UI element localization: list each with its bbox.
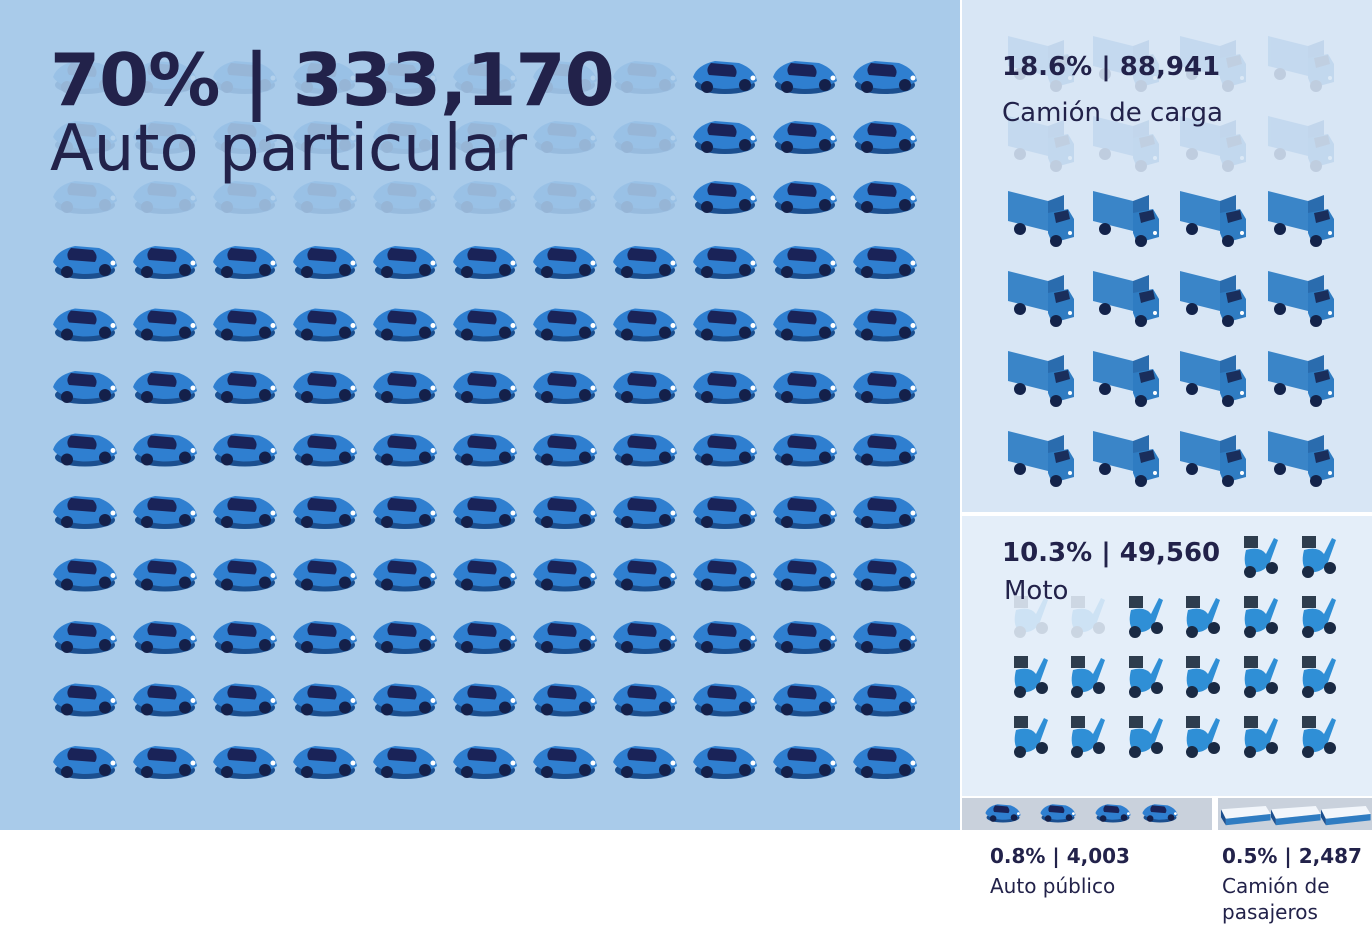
stat: 0.8% | 4,003 <box>990 844 1130 868</box>
panel-camion-carga <box>962 0 1372 512</box>
label: Auto particular <box>50 112 528 186</box>
label: Camión de pasajeros <box>1222 874 1330 924</box>
label: Auto público <box>990 874 1116 898</box>
stat: 18.6% | 88,941 <box>1002 52 1221 82</box>
stat: 70% | 333,170 <box>50 38 615 122</box>
label: Camión de carga <box>1002 98 1223 128</box>
label: Moto <box>1004 576 1069 606</box>
stat: 0.5% | 2,487 <box>1222 844 1362 868</box>
stat: 10.3% | 49,560 <box>1002 538 1221 568</box>
